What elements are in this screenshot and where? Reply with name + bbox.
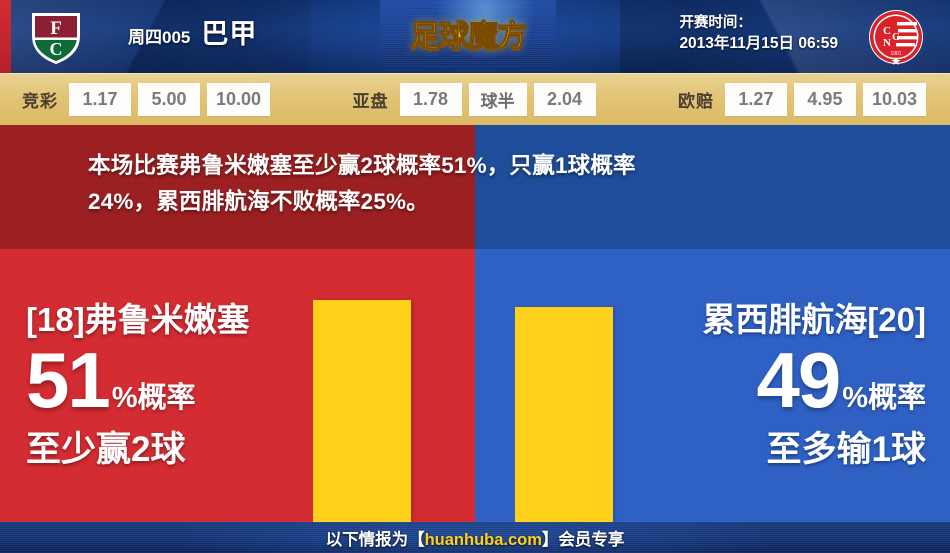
site-logo[interactable]: 足球魔方 bbox=[380, 0, 556, 66]
headline-banner-right bbox=[475, 125, 950, 249]
away-verdict: 至多输1球 bbox=[766, 430, 926, 470]
footer-suffix: 】会员专享 bbox=[541, 530, 625, 549]
footer-bar: 以下情报为【huanhuba.com】会员专享 bbox=[0, 522, 950, 553]
home-percent-row: 51 %概率 bbox=[26, 335, 196, 424]
footer-notice: 以下情报为【huanhuba.com】会员专享 bbox=[326, 526, 625, 550]
away-percent-row: 49 %概率 bbox=[756, 335, 926, 424]
odds-cell[interactable]: 5.00 bbox=[138, 83, 200, 116]
odds-group-jingcai: 竞彩 1.17 5.00 10.00 bbox=[22, 83, 271, 116]
odds-group-label: 竞彩 bbox=[22, 92, 58, 111]
away-team-name: 累西腓航海[20] bbox=[702, 300, 926, 338]
kickoff-label: 开赛时间： bbox=[679, 15, 752, 31]
svg-text:C: C bbox=[883, 25, 891, 37]
header-match-label: 周四005 巴甲 bbox=[128, 12, 257, 51]
svg-text:C: C bbox=[50, 39, 63, 59]
home-verdict: 至少赢2球 bbox=[26, 430, 186, 470]
odds-group-label: 亚盘 bbox=[352, 92, 389, 111]
footer-brand-link[interactable]: huanhuba.com bbox=[424, 530, 542, 549]
kickoff-value: 2013年11月15日 06:59 bbox=[679, 35, 838, 52]
svg-text:C: C bbox=[892, 31, 900, 43]
odds-cell[interactable]: 1.27 bbox=[724, 83, 787, 116]
odds-group-label: 欧赔 bbox=[677, 92, 714, 111]
headline-banner-left bbox=[0, 125, 475, 249]
away-percent-suffix: %概率 bbox=[842, 381, 926, 414]
away-stat-block: 累西腓航海[20] 49 %概率 至多输1球 bbox=[475, 249, 950, 522]
home-probability-bar bbox=[313, 300, 411, 522]
match-header: F C 周四005 巴甲 足球魔方 开赛时间： 2013年11月15日 06:5… bbox=[0, 0, 950, 73]
home-percent-suffix: %概率 bbox=[111, 381, 196, 414]
footer-prefix: 以下情报为【 bbox=[325, 530, 425, 549]
round-number: 周四005 bbox=[128, 28, 191, 47]
headline-line-1: 本场比赛弗鲁米嫩塞至少赢2球概率51%，只赢1球概率 bbox=[88, 152, 636, 178]
odds-cell-handicap[interactable]: 球半 bbox=[468, 83, 527, 116]
away-probability-bar bbox=[515, 307, 613, 522]
site-logo-text: 足球魔方 bbox=[410, 20, 528, 54]
svg-text:F: F bbox=[50, 18, 62, 39]
svg-text:1901: 1901 bbox=[890, 51, 901, 57]
odds-cell[interactable]: 1.78 bbox=[399, 83, 462, 116]
kickoff-block: 开赛时间： 2013年11月15日 06:59 bbox=[679, 13, 838, 54]
home-percent-value: 51 bbox=[26, 335, 111, 424]
odds-cell[interactable]: 10.00 bbox=[207, 83, 271, 116]
odds-cell[interactable]: 10.03 bbox=[862, 83, 926, 116]
headline-line-2: 24%，累西腓航海不败概率25%。 bbox=[88, 189, 429, 214]
away-percent-value: 49 bbox=[756, 335, 841, 424]
home-stat-block: [18]弗鲁米嫩塞 51 %概率 至少赢2球 bbox=[0, 249, 475, 522]
odds-group-european: 欧赔 1.27 4.95 10.03 bbox=[678, 83, 926, 116]
headline-banner-background bbox=[0, 125, 950, 249]
odds-cell[interactable]: 2.04 bbox=[533, 83, 596, 116]
league-name: 巴甲 bbox=[201, 19, 258, 49]
nautico-crest-icon: C N C 1901 bbox=[867, 8, 925, 66]
svg-text:N: N bbox=[883, 37, 891, 49]
probability-chart-area: 本场比赛弗鲁米嫩塞至少赢2球概率51%，只赢1球概率 24%，累西腓航海不败概率… bbox=[0, 125, 950, 522]
headline-banner-text: 本场比赛弗鲁米嫩塞至少赢2球概率51%，只赢1球概率 24%，累西腓航海不败概率… bbox=[0, 125, 950, 249]
odds-cell[interactable]: 4.95 bbox=[793, 83, 856, 116]
odds-group-asian-handicap: 亚盘 1.78 球半 2.04 bbox=[353, 83, 596, 116]
odds-cell[interactable]: 1.17 bbox=[69, 83, 131, 116]
home-team-name: [18]弗鲁米嫩塞 bbox=[26, 300, 250, 338]
odds-bar: 竞彩 1.17 5.00 10.00 亚盘 1.78 球半 2.04 欧赔 1.… bbox=[0, 73, 950, 125]
fluminense-crest-icon: F C bbox=[27, 8, 85, 66]
